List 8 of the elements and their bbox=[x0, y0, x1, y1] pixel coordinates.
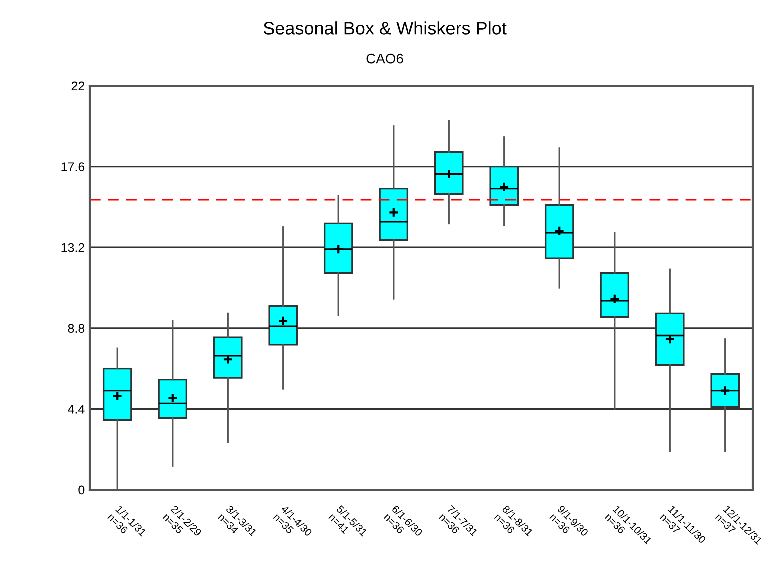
chart-subtitle: CAO6 bbox=[366, 54, 404, 64]
y-tick-label: 22 bbox=[72, 82, 85, 91]
y-tick-label: 17.6 bbox=[62, 162, 85, 172]
y-tick-label: 8.8 bbox=[68, 324, 85, 334]
chart-title: Seasonal Box & Whiskers Plot bbox=[264, 22, 507, 35]
y-tick-label: 0 bbox=[78, 486, 85, 495]
y-tick-label: 13.2 bbox=[62, 243, 85, 252]
y-tick-label: 4.4 bbox=[68, 405, 85, 414]
